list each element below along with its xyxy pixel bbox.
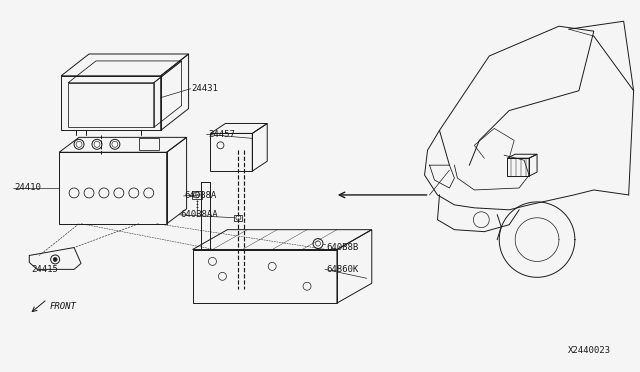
Text: 24457: 24457 <box>209 130 236 139</box>
Text: 640B8B: 640B8B <box>326 243 358 252</box>
Text: 64860K: 64860K <box>326 265 358 274</box>
Text: 24410: 24410 <box>14 183 41 192</box>
Text: 640B8AA: 640B8AA <box>180 210 218 219</box>
Text: X2440023: X2440023 <box>568 346 611 355</box>
Text: 24431: 24431 <box>191 84 218 93</box>
Text: 24415: 24415 <box>31 265 58 274</box>
Text: 640B8A: 640B8A <box>184 192 217 201</box>
Text: FRONT: FRONT <box>49 302 76 311</box>
Circle shape <box>53 257 57 262</box>
